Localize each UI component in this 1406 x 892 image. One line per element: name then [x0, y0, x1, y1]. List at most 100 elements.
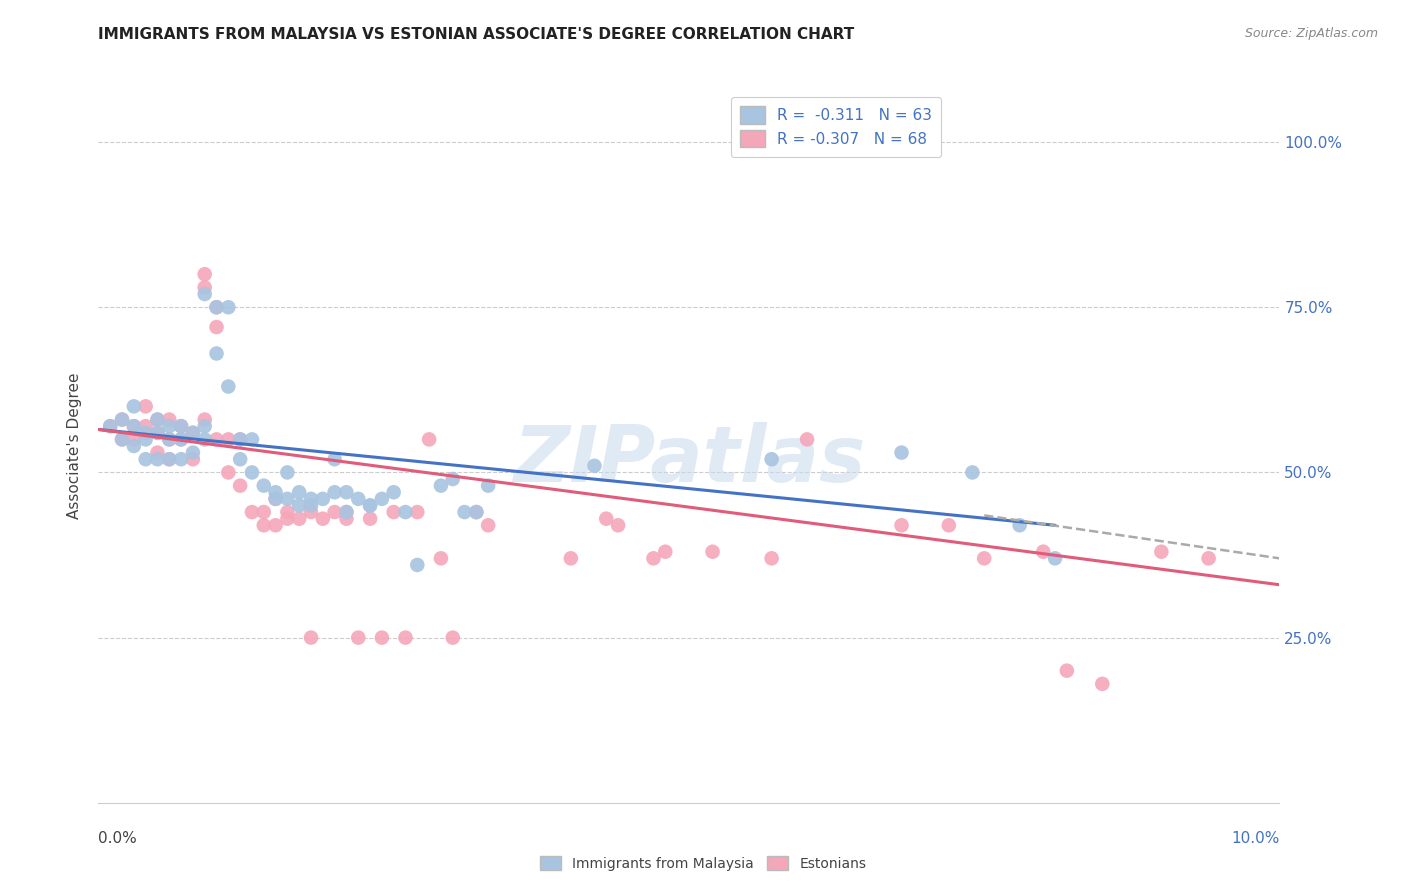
Point	[335, 511, 357, 525]
Point	[359, 511, 381, 525]
Point	[146, 425, 169, 440]
Point	[122, 419, 145, 434]
Point	[157, 452, 180, 467]
Point	[194, 287, 217, 301]
Point	[299, 505, 322, 519]
Point	[194, 412, 217, 426]
Point	[323, 485, 346, 500]
Point	[761, 551, 783, 566]
Point	[973, 551, 995, 566]
Point	[157, 419, 180, 434]
Text: 0.0%: 0.0%	[98, 831, 138, 846]
Point	[441, 472, 464, 486]
Point	[299, 491, 322, 506]
Text: Source: ZipAtlas.com: Source: ZipAtlas.com	[1244, 27, 1378, 40]
Point	[170, 419, 193, 434]
Point	[465, 505, 488, 519]
Point	[146, 412, 169, 426]
Point	[253, 478, 276, 492]
Point	[276, 511, 298, 525]
Point	[135, 419, 157, 434]
Point	[347, 491, 370, 506]
Point	[890, 518, 912, 533]
Point	[347, 631, 370, 645]
Point	[217, 466, 239, 480]
Point	[205, 300, 228, 314]
Point	[1091, 677, 1114, 691]
Point	[430, 551, 453, 566]
Point	[146, 445, 169, 459]
Point	[583, 458, 606, 473]
Point	[607, 518, 630, 533]
Point	[229, 452, 252, 467]
Point	[962, 466, 984, 480]
Point	[406, 558, 429, 572]
Point	[299, 499, 322, 513]
Point	[217, 433, 239, 447]
Point	[595, 511, 617, 525]
Point	[240, 505, 263, 519]
Legend: R =  -0.311   N = 63, R = -0.307   N = 68: R = -0.311 N = 63, R = -0.307 N = 68	[731, 97, 941, 157]
Point	[264, 491, 287, 506]
Point	[938, 518, 960, 533]
Point	[312, 511, 335, 525]
Point	[1056, 664, 1078, 678]
Point	[205, 300, 228, 314]
Point	[560, 551, 582, 566]
Point	[122, 400, 145, 414]
Point	[264, 485, 287, 500]
Point	[146, 412, 169, 426]
Point	[890, 445, 912, 459]
Point	[394, 631, 416, 645]
Point	[98, 419, 121, 434]
Point	[1008, 518, 1031, 533]
Point	[122, 433, 145, 447]
Point	[194, 419, 217, 434]
Point	[359, 499, 381, 513]
Point	[264, 491, 287, 506]
Point	[335, 505, 357, 519]
Point	[288, 499, 311, 513]
Point	[205, 433, 228, 447]
Point	[1198, 551, 1220, 566]
Point	[135, 433, 157, 447]
Point	[382, 505, 405, 519]
Point	[157, 452, 180, 467]
Text: IMMIGRANTS FROM MALAYSIA VS ESTONIAN ASSOCIATE'S DEGREE CORRELATION CHART: IMMIGRANTS FROM MALAYSIA VS ESTONIAN ASS…	[98, 27, 855, 42]
Point	[382, 485, 405, 500]
Point	[229, 433, 252, 447]
Point	[135, 400, 157, 414]
Point	[288, 485, 311, 500]
Point	[135, 425, 157, 440]
Legend: Immigrants from Malaysia, Estonians: Immigrants from Malaysia, Estonians	[534, 850, 872, 876]
Point	[430, 478, 453, 492]
Point	[170, 433, 193, 447]
Point	[335, 485, 357, 500]
Point	[1150, 545, 1173, 559]
Point	[441, 631, 464, 645]
Point	[477, 518, 499, 533]
Point	[323, 505, 346, 519]
Point	[465, 505, 488, 519]
Point	[170, 452, 193, 467]
Point	[371, 631, 394, 645]
Point	[229, 478, 252, 492]
Point	[264, 518, 287, 533]
Point	[181, 425, 204, 440]
Point	[312, 491, 335, 506]
Point	[406, 505, 429, 519]
Point	[335, 505, 357, 519]
Point	[643, 551, 665, 566]
Point	[394, 505, 416, 519]
Point	[111, 433, 134, 447]
Point	[702, 545, 724, 559]
Point	[135, 452, 157, 467]
Point	[181, 425, 204, 440]
Point	[205, 346, 228, 360]
Point	[418, 433, 440, 447]
Point	[194, 433, 217, 447]
Point	[229, 433, 252, 447]
Point	[796, 433, 818, 447]
Point	[299, 631, 322, 645]
Point	[146, 425, 169, 440]
